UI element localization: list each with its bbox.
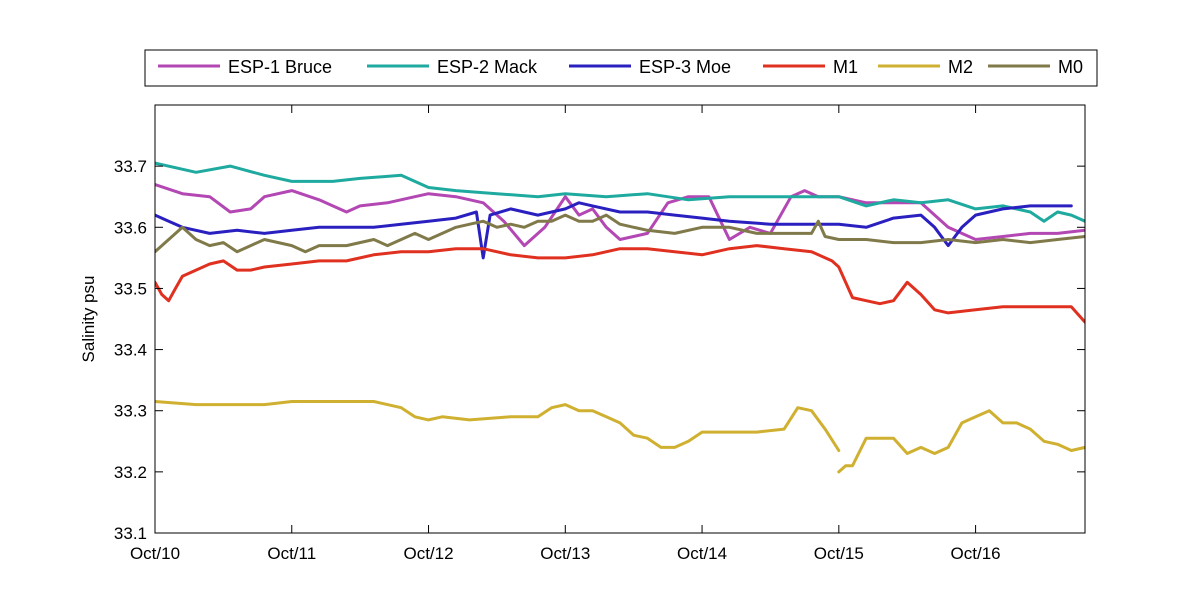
series-line-m2 (155, 400, 1085, 474)
legend-label-esp-3-moe: ESP-3 Moe (639, 57, 731, 77)
legend-label-m1: M1 (833, 57, 858, 77)
series-line-esp-3-moe (155, 201, 1073, 260)
legend-label-esp-2-mack: ESP-2 Mack (437, 57, 538, 77)
y-axis: 33.1 33.2 33.3 33.4 33.5 33.6 33.7 (114, 157, 1085, 543)
y-tick-label: 33.7 (114, 157, 147, 176)
series-layer (155, 161, 1085, 474)
series-line-esp-1-bruce (155, 183, 1085, 248)
legend-label-esp-1-bruce: ESP-1 Bruce (228, 57, 332, 77)
y-axis-label: Salinity psu (79, 276, 98, 363)
series-line-esp-2-mack (155, 161, 1085, 223)
x-tick-label: Oct/13 (540, 544, 590, 563)
plot-frame (154, 104, 1086, 534)
y-tick-label: 33.6 (114, 218, 147, 237)
y-tick-label: 33.2 (114, 463, 147, 482)
legend-label-m0: M0 (1058, 57, 1083, 77)
x-tick-label: Oct/16 (951, 544, 1001, 563)
legend-label-m2: M2 (948, 57, 973, 77)
legend: ESP-1 Bruce ESP-2 Mack ESP-3 Moe M1 M2 M0 (144, 49, 1098, 87)
x-tick-label: Oct/12 (403, 544, 453, 563)
x-tick-label: Oct/14 (677, 544, 727, 563)
y-tick-label: 33.1 (114, 524, 147, 543)
x-tick-label: Oct/11 (267, 544, 316, 563)
y-tick-label: 33.3 (114, 402, 147, 421)
y-tick-label: 33.4 (114, 341, 147, 360)
x-axis: Oct/10 Oct/11 Oct/12 Oct/13 Oct/14 Oct/15 Oct/… (130, 105, 1001, 563)
plot-area (155, 105, 1085, 533)
x-tick-label: Oct/10 (130, 544, 180, 563)
legend-box (144, 49, 1098, 87)
series-line-m1 (155, 244, 1085, 324)
x-tick-label: Oct/15 (814, 544, 864, 563)
y-tick-label: 33.5 (114, 279, 147, 298)
series-line-m0 (155, 213, 1085, 254)
